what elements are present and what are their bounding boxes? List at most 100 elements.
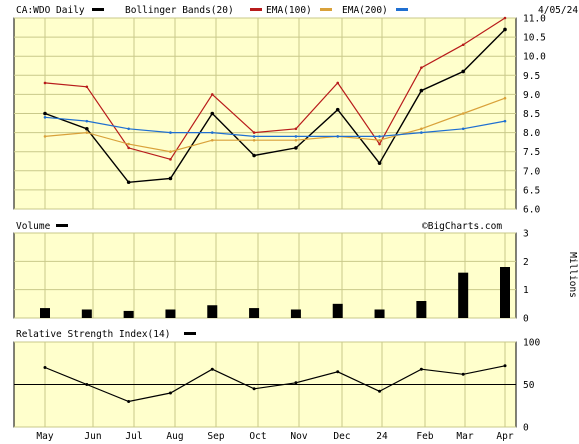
month-tick-label: Mar	[456, 431, 473, 442]
date-label: 4/05/24	[538, 5, 578, 16]
rsi-data-point	[85, 383, 89, 386]
price-tick-label: 11.0	[523, 14, 546, 25]
rsi-tick-label: 0	[523, 423, 529, 434]
price-data-point	[294, 127, 298, 131]
price-data-point	[378, 142, 381, 146]
price-tick-label: 8.0	[523, 128, 540, 139]
volume-bar	[416, 301, 427, 318]
price-data-point	[43, 111, 47, 116]
price-data-point	[126, 180, 131, 185]
rsi-tick-label: 50	[523, 380, 535, 391]
price-data-point	[169, 150, 172, 153]
rsi-y-ticks: 100 50 0	[523, 338, 540, 434]
price-data-point	[85, 131, 89, 134]
price-data-point	[294, 138, 298, 142]
price-data-point	[85, 126, 89, 131]
price-data-point	[43, 135, 47, 138]
rsi-legend-swatch	[184, 332, 196, 335]
price-data-point	[168, 176, 173, 181]
price-data-point	[378, 135, 381, 138]
ema100-legend-label: EMA(100)	[266, 5, 312, 16]
volume-legend-swatch	[56, 224, 68, 227]
price-data-point	[43, 81, 47, 85]
price-data-point	[210, 138, 214, 142]
volume-bars	[40, 267, 510, 318]
price-data-point	[252, 131, 256, 134]
volume-bar	[332, 303, 343, 318]
symbol-label: CA:WDO Daily	[16, 5, 85, 16]
legend-ema200-swatch	[396, 8, 408, 11]
price-data-point	[461, 69, 465, 74]
price-tick-label: 8.5	[523, 109, 540, 120]
price-data-point	[420, 131, 423, 134]
rsi-lines	[14, 364, 516, 403]
price-series-line	[44, 29, 506, 184]
watermark: ©BigCharts.com	[422, 221, 502, 232]
rsi-data-point	[252, 387, 256, 391]
price-data-point	[169, 131, 172, 134]
rsi-data-point	[127, 400, 131, 403]
price-data-point	[169, 158, 172, 161]
price-data-point	[503, 16, 507, 20]
rsi-series-line	[44, 365, 506, 403]
rsi-data-point	[43, 366, 47, 369]
price-data-point	[252, 138, 256, 142]
price-data-point	[252, 153, 256, 158]
price-data-point	[420, 127, 423, 131]
month-tick-label: Dec	[333, 431, 350, 442]
price-tick-label: 7.5	[523, 147, 540, 158]
price-data-point	[503, 96, 507, 100]
price-grid	[14, 17, 516, 210]
rsi-data-point	[503, 364, 507, 368]
price-panel: 11.0 10.5 10.0 9.5 9.0 8.5 8.0 7.5 7.0 6.5 6.0	[13, 14, 546, 216]
price-data-point	[461, 112, 465, 115]
rsi-data-point	[168, 391, 172, 395]
volume-bar	[207, 305, 218, 318]
bollinger-legend-label: Bollinger Bands(20)	[125, 5, 234, 16]
month-tick-label: Sep	[207, 431, 224, 442]
rsi-data-point	[336, 370, 340, 374]
price-tick-label: 10.5	[523, 33, 546, 44]
legend-price-swatch	[92, 8, 104, 11]
ema100-series-line	[44, 97, 506, 153]
rsi-data-point	[419, 367, 423, 371]
price-data-point	[419, 88, 424, 93]
volume-bar	[165, 309, 176, 318]
rsi-data-point	[210, 367, 214, 371]
volume-tick-label: 1	[523, 285, 529, 296]
rsi-data-point	[378, 389, 382, 393]
ema200-series-line	[44, 116, 506, 137]
month-tick-label: Oct	[249, 431, 266, 442]
price-tick-label: 6.5	[523, 185, 540, 196]
volume-panel-background	[13, 232, 517, 319]
volume-bar	[500, 267, 510, 318]
volume-tick-label: 0	[523, 314, 529, 325]
volume-bar	[81, 309, 92, 318]
price-data-point	[127, 146, 130, 150]
month-tick-label: Nov	[290, 431, 307, 442]
volume-label: Volume	[16, 221, 51, 232]
price-tick-label: 6.0	[523, 205, 540, 216]
price-data-point	[210, 93, 214, 96]
price-data-point	[294, 146, 298, 150]
price-data-point	[503, 119, 507, 123]
price-data-point	[378, 138, 381, 142]
ema200-legend-label: EMA(200)	[342, 5, 388, 16]
price-data-point	[503, 27, 507, 32]
month-tick-label: May	[36, 431, 53, 442]
volume-bar	[40, 308, 50, 318]
legend-ema100-swatch	[320, 8, 332, 11]
price-lines	[43, 16, 507, 185]
volume-bar	[249, 308, 260, 318]
price-data-point	[336, 135, 340, 138]
volume-tick-label: 3	[523, 229, 529, 240]
month-tick-label: Jul	[125, 431, 142, 442]
price-data-point	[461, 43, 465, 47]
price-y-ticks: 11.0 10.5 10.0 9.5 9.0 8.5 8.0 7.5 7.0 6.5 6.0	[523, 14, 546, 216]
volume-bar	[123, 310, 134, 318]
price-data-point	[127, 142, 130, 146]
price-data-point	[336, 81, 340, 85]
price-tick-label: 9.0	[523, 90, 540, 101]
month-tick-label: Aug	[166, 431, 183, 442]
